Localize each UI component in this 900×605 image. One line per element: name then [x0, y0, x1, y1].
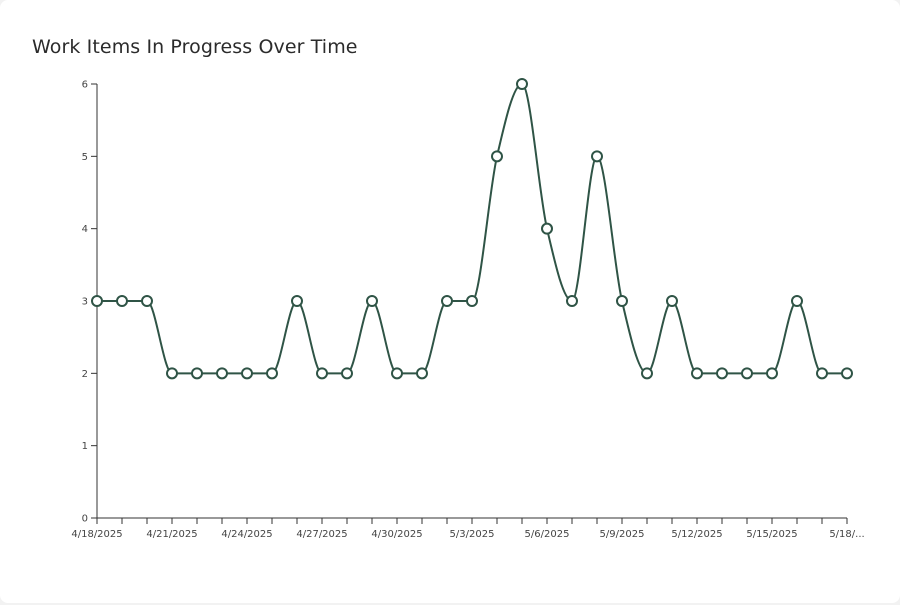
x-tick-label: 5/18/...: [829, 529, 864, 540]
data-point: [316, 367, 328, 380]
data-point: [841, 367, 853, 380]
data-point: [816, 367, 828, 380]
data-point: [416, 367, 428, 380]
data-point: [666, 295, 678, 307]
data-point: [591, 150, 603, 163]
data-point: [91, 295, 103, 307]
chart-title: Work Items In Progress Over Time: [32, 36, 358, 58]
data-point: [491, 150, 503, 163]
y-tick-label: 3: [82, 297, 88, 308]
data-point: [166, 367, 178, 380]
series-line: [96, 82, 847, 375]
data-point: [391, 367, 403, 380]
y-tick-label: 4: [82, 224, 88, 235]
data-point: [516, 78, 528, 90]
x-tick-label: 4/30/2025: [371, 529, 422, 540]
data-point: [341, 367, 353, 380]
data-point: [141, 295, 153, 307]
y-tick-label: 0: [82, 514, 88, 525]
data-point: [716, 367, 728, 380]
y-tick-label: 6: [82, 80, 88, 91]
y-tick-label: 5: [82, 152, 88, 163]
x-tick-label: 4/24/2025: [221, 529, 272, 540]
data-point: [791, 295, 803, 307]
x-tick-label: 5/9/2025: [600, 529, 645, 540]
data-point: [116, 295, 128, 307]
data-point: [616, 295, 628, 307]
x-tick-label: 5/6/2025: [525, 529, 570, 540]
data-point: [766, 367, 778, 380]
data-point: [291, 295, 303, 307]
data-point: [741, 367, 753, 380]
data-point: [266, 367, 278, 380]
data-point: [216, 367, 228, 380]
data-point: [541, 222, 553, 235]
y-tick-label: 2: [82, 369, 88, 380]
x-tick-label: 5/15/2025: [746, 529, 797, 540]
x-tick-label: 4/18/2025: [71, 529, 122, 540]
data-point: [366, 295, 378, 307]
x-tick-label: 4/27/2025: [296, 529, 347, 540]
data-point: [641, 367, 653, 380]
x-tick-label: 5/12/2025: [671, 529, 722, 540]
x-tick-label: 5/3/2025: [450, 529, 495, 540]
data-point: [691, 367, 703, 380]
data-point: [191, 367, 203, 380]
data-point: [466, 295, 478, 307]
x-tick-label: 4/21/2025: [146, 529, 197, 540]
data-point: [241, 367, 253, 380]
data-point: [441, 295, 453, 307]
y-tick-label: 1: [82, 441, 88, 452]
data-point: [566, 295, 578, 307]
